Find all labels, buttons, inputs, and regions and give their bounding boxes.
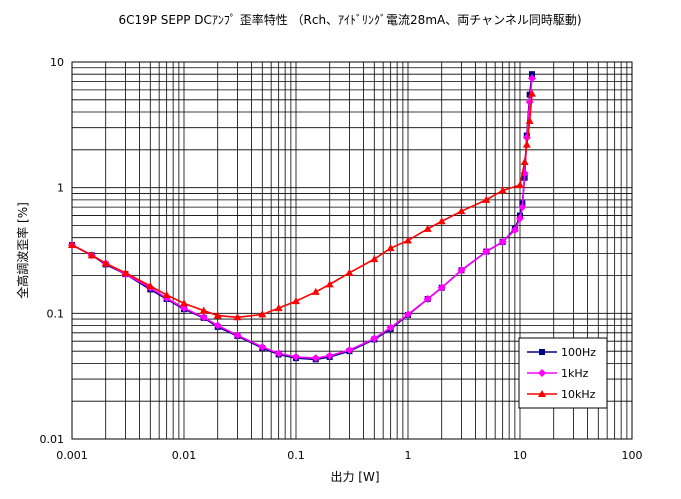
data-point (345, 268, 354, 276)
data-point (404, 310, 412, 319)
data-point (525, 98, 534, 107)
x-tick-label: 0.1 (287, 449, 305, 462)
series-line (71, 74, 533, 361)
data-point (437, 283, 446, 292)
data-point (213, 311, 222, 319)
data-point (213, 321, 222, 330)
x-tick-label: 10 (513, 449, 527, 462)
data-point (199, 306, 208, 314)
data-point (437, 217, 446, 225)
data-point (370, 334, 379, 343)
data-point (345, 346, 354, 355)
data-point (199, 313, 208, 322)
series-layer (68, 71, 537, 363)
data-point (423, 295, 432, 304)
data-point (311, 287, 320, 295)
data-point (482, 247, 491, 256)
data-point (370, 255, 379, 263)
data-point (522, 140, 531, 148)
data-point (404, 236, 412, 244)
data-point (68, 240, 76, 248)
data-point (498, 237, 507, 246)
data-point (516, 181, 524, 189)
data-point (274, 304, 283, 312)
data-point (180, 299, 188, 307)
data-point (146, 282, 155, 290)
plot-frame (71, 61, 633, 440)
data-point (528, 89, 537, 97)
x-tick-labels: 0.001 0.01 0.1 1 10 100 (56, 449, 642, 462)
y-tick-label: 10 (50, 56, 64, 69)
data-point (498, 186, 507, 194)
data-point (87, 251, 96, 259)
x-axis-label: 出力 [W] (330, 470, 379, 484)
data-point (386, 244, 395, 252)
data-point (457, 207, 466, 215)
series-line (71, 78, 533, 359)
legend-swatch-marker (538, 390, 546, 397)
data-point (325, 280, 334, 288)
data-point (258, 342, 267, 351)
legend-label: 1kHz (561, 367, 589, 380)
data-point (516, 214, 524, 223)
y-tick-label: 1 (57, 182, 64, 195)
data-point (292, 352, 300, 361)
legend-label: 10kHz (561, 388, 596, 401)
data-point (528, 74, 537, 83)
x-tick-label: 0.001 (56, 449, 88, 462)
data-point (482, 195, 491, 203)
series-10kHz (68, 89, 537, 321)
data-point (522, 133, 531, 142)
data-point (233, 313, 242, 321)
x-tick-label: 100 (622, 449, 643, 462)
data-point (423, 224, 432, 232)
chart-title: 6C19P SEPP DCｱﾝﾌﾟ 歪率特性 （Rch、ｱｲﾄﾞﾘﾝｸﾞ電流28… (118, 12, 581, 27)
y-tick-label: 0.01 (40, 433, 65, 446)
y-tick-label: 0.1 (47, 307, 65, 320)
x-tick-label: 0.01 (172, 449, 197, 462)
y-tick-labels: 0.01 0.1 1 10 (40, 56, 65, 446)
data-point (525, 116, 534, 124)
y-axis-label: 全高調波歪率 [%] (15, 202, 30, 299)
data-point (457, 266, 466, 275)
data-point (325, 351, 334, 360)
legend-swatch-marker (538, 369, 546, 377)
legend: 100Hz 1kHz 10kHz (518, 337, 608, 409)
data-point (274, 349, 283, 358)
data-point (258, 310, 267, 318)
legend-label: 100Hz (561, 346, 596, 359)
legend-swatch-marker (539, 349, 545, 355)
data-point (311, 354, 320, 363)
data-point (101, 259, 110, 267)
data-point (233, 331, 242, 340)
data-point (520, 158, 529, 166)
x-tick-label: 1 (405, 449, 412, 462)
data-point (386, 323, 395, 332)
data-point (292, 297, 300, 305)
data-point (510, 226, 519, 235)
data-point (162, 290, 171, 298)
data-point (518, 203, 527, 212)
data-point (121, 268, 130, 276)
data-point (529, 71, 536, 78)
